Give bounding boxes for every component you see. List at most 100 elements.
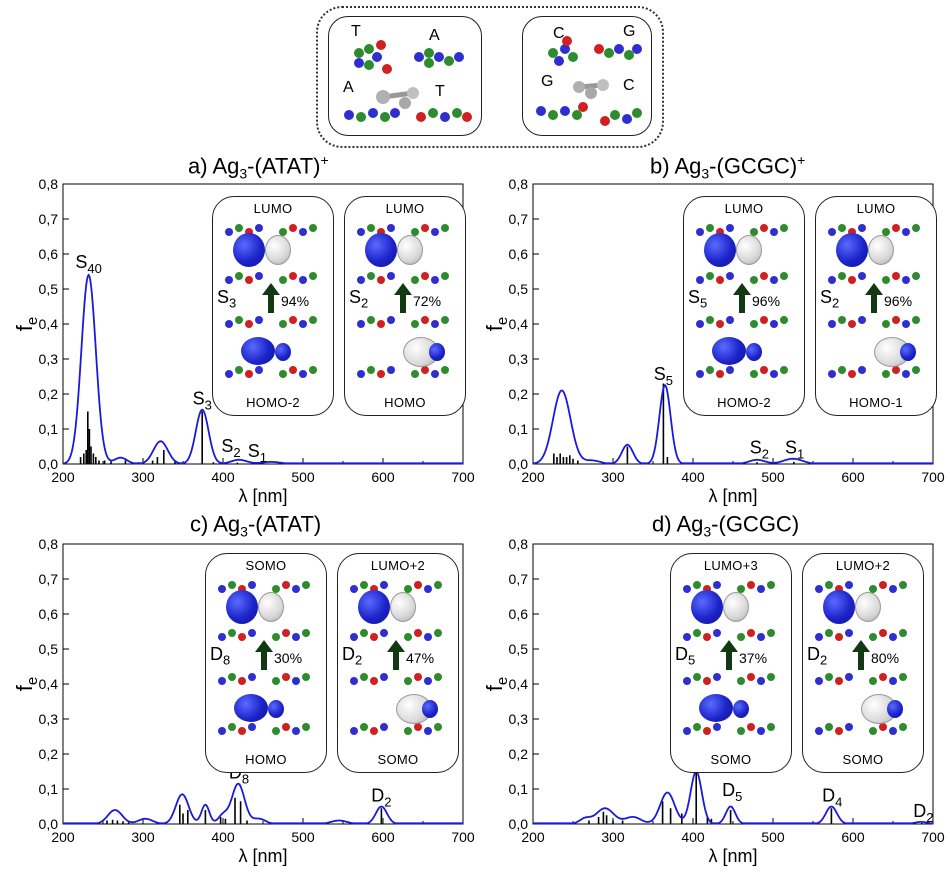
state-peak-label: D5 xyxy=(722,780,742,804)
excitation-arrow-shaft xyxy=(858,652,864,670)
base-pair-atoms xyxy=(350,673,442,685)
excitation-arrow-shaft xyxy=(261,652,267,670)
lower-orbital-label: HOMO xyxy=(384,395,426,410)
y-tick-label: 0,8 xyxy=(509,176,529,192)
base-pair-row xyxy=(694,315,794,329)
x-tick-label: 300 xyxy=(601,469,625,485)
x-tick-label: 200 xyxy=(521,469,545,485)
orbital-lobe-positive xyxy=(736,235,762,265)
upper-orbital-label: LUMO+2 xyxy=(835,558,891,573)
base-pair-atoms xyxy=(225,366,317,378)
base-pair-row xyxy=(216,628,316,642)
x-axis-label: λ [nm] xyxy=(708,846,757,866)
orbital-lobe-negative xyxy=(691,590,723,624)
y-tick-label: 0,7 xyxy=(509,571,529,587)
base-pair-row xyxy=(348,672,448,686)
base-pair-atoms xyxy=(218,581,310,593)
orbital-lobe-positive xyxy=(855,592,881,622)
x-tick-label: 700 xyxy=(451,469,475,485)
upper-orbital-label: LUMO xyxy=(724,201,764,216)
excitation-arrow-icon xyxy=(720,640,738,652)
excitation-arrow-shaft xyxy=(393,652,399,670)
panel-d-chart: 0,0 0,1 0,2 0,3 0,4 0,5 0,6 0,7 0,8 200 300 400 500 6… xyxy=(482,536,945,866)
base-pair-atoms xyxy=(696,272,788,284)
transition-percentage: 72% xyxy=(413,293,442,309)
orbital-lobe-lower-secondary xyxy=(275,343,291,361)
panel-b-chart: 0,0 0,1 0,2 0,3 0,4 0,5 0,6 0,7 0,8 200 300 400 500 6… xyxy=(482,176,945,506)
base-pair-row xyxy=(813,722,913,736)
panel-c-title: c) Ag3-(ATAT) xyxy=(190,511,322,540)
y-tick-label: 0,5 xyxy=(509,281,529,297)
y-tick-label: 0,3 xyxy=(39,351,59,367)
base-label-t-bottom: T xyxy=(435,83,445,100)
y-tick-label: 0,5 xyxy=(509,641,529,657)
transition-state-label: S3 xyxy=(217,287,237,311)
lower-orbital-label: HOMO-2 xyxy=(717,395,771,410)
base-pair-atoms xyxy=(815,629,907,641)
transition-percentage: 94% xyxy=(281,293,310,309)
spectrum-line xyxy=(63,782,463,825)
x-tick-label: 400 xyxy=(211,469,235,485)
base-pair-row xyxy=(813,580,913,594)
orbital-inset-1: LUMO+3 SOMO D5 37% xyxy=(670,553,792,773)
lower-orbital-label: HOMO-1 xyxy=(849,395,903,410)
y-tick-label: 0,2 xyxy=(509,746,529,762)
base-label-c-top: C xyxy=(553,25,565,42)
state-peak-label: S2 xyxy=(750,438,769,462)
y-tick-label: 0,8 xyxy=(39,176,59,192)
panel-a-chart: 0,0 0,1 0,2 0,3 0,4 0,5 0,6 0,7 0,8 200 300 400 500 6… xyxy=(12,176,475,506)
transition-percentage: 30% xyxy=(274,650,303,666)
x-tick-label: 200 xyxy=(51,829,75,845)
x-tick-label: 200 xyxy=(51,469,75,485)
base-pair-row xyxy=(216,672,316,686)
spectrum-line xyxy=(63,273,463,465)
transition-state-label: S2 xyxy=(820,287,840,311)
orbital-lobe-lower-secondary xyxy=(429,343,445,361)
silver-cluster-gc xyxy=(573,79,609,99)
base-pair-atoms xyxy=(683,581,775,593)
transition-percentage: 96% xyxy=(752,293,781,309)
base-pair-atoms xyxy=(696,316,788,328)
base-pair-row xyxy=(813,628,913,642)
orbital-inset-2: LUMO HOMO S2 72% xyxy=(344,196,466,416)
y-tick-label: 0,3 xyxy=(39,711,59,727)
transition-percentage: 80% xyxy=(871,650,900,666)
state-peak-label: S40 xyxy=(75,252,101,276)
transition-percentage: 47% xyxy=(406,650,435,666)
spectrum-line xyxy=(533,383,933,465)
orbital-lobe-lower xyxy=(234,694,268,722)
orbital-inset-2: LUMO+2 SOMO D2 80% xyxy=(802,553,924,773)
transition-state-label: D2 xyxy=(342,644,363,668)
excitation-arrow-icon xyxy=(394,283,412,295)
x-tick-label: 600 xyxy=(371,469,395,485)
orbital-lobe-positive xyxy=(258,592,284,622)
y-tick-label: 0,3 xyxy=(509,351,529,367)
y-tick-label: 0,7 xyxy=(509,211,529,227)
transition-percentage: 37% xyxy=(739,650,768,666)
cytosine-bottom xyxy=(600,108,642,126)
orbital-lobe-lower-secondary xyxy=(422,700,438,718)
y-tick-label: 0,3 xyxy=(509,711,529,727)
base-pair-row xyxy=(216,580,316,594)
base-pair-atoms xyxy=(828,366,920,378)
base-label-g-top: G xyxy=(623,23,636,40)
base-label-g-bottom: G xyxy=(541,73,554,90)
base-pair-row xyxy=(826,365,926,379)
orbital-inset-1: LUMO HOMO-2 S5 96% xyxy=(683,196,805,416)
y-tick-label: 0,6 xyxy=(509,246,529,262)
state-peak-label: D2 xyxy=(371,785,391,809)
base-pair-atoms xyxy=(696,224,788,236)
transition-percentage: 96% xyxy=(884,293,913,309)
y-axis-label: fe xyxy=(12,677,41,691)
orbital-lobe-negative xyxy=(704,233,736,267)
lower-orbital-label: SOMO xyxy=(710,752,752,767)
orbital-lobe-lower xyxy=(712,337,746,365)
base-pair-row xyxy=(355,365,455,379)
spectrum-line xyxy=(533,770,933,825)
base-pair-atoms xyxy=(357,366,449,378)
orbital-lobe-positive xyxy=(265,235,291,265)
adenine-bottom xyxy=(344,108,400,122)
base-pair-row xyxy=(694,223,794,237)
atat-structure-box: T A A T xyxy=(328,16,482,136)
base-pair-atoms xyxy=(218,723,310,735)
